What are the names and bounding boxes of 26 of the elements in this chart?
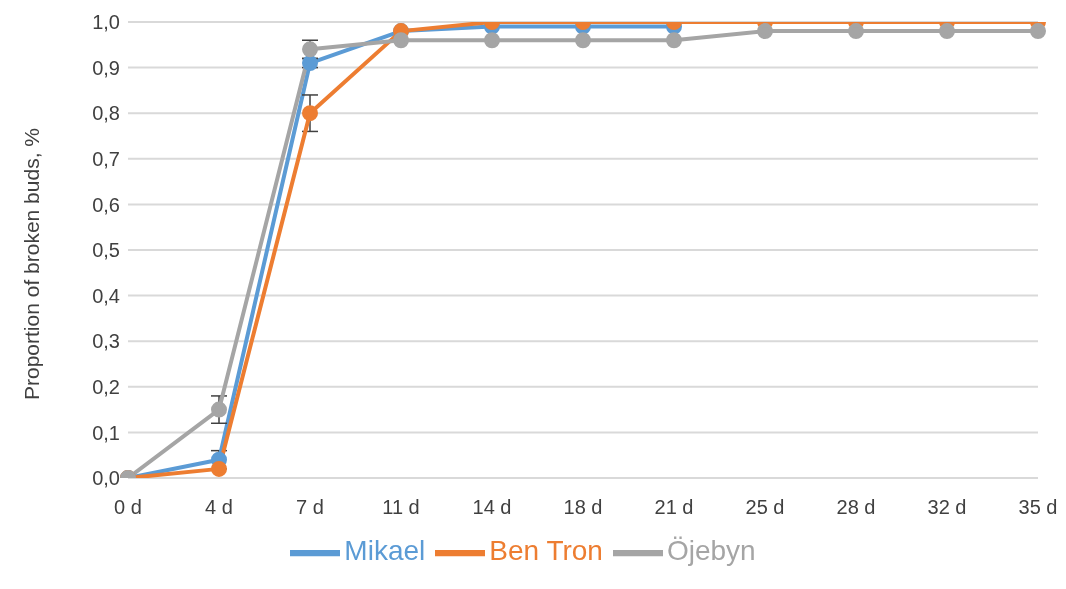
x-tick-label: 4 d — [205, 496, 233, 519]
x-tick-label: 25 d — [745, 496, 785, 519]
y-tick-label: 0,3 — [92, 330, 120, 353]
x-tick-label: 28 d — [836, 496, 876, 519]
x-tick-label: 35 d — [1018, 496, 1058, 519]
y-tick-label: 0,4 — [92, 284, 120, 307]
x-tick-label: 11 d — [382, 496, 420, 519]
legend-label: Mikael — [344, 535, 426, 567]
y-tick-label: 0,7 — [92, 147, 120, 170]
y-tick-label: 0,2 — [92, 375, 120, 398]
legend-label: Ben Tron — [489, 535, 603, 567]
x-tick-label: 7 d — [296, 496, 324, 519]
y-tick-label: 0,9 — [92, 56, 120, 79]
y-tick-label: 0,5 — [92, 239, 120, 262]
x-tick-label: 32 d — [927, 496, 967, 519]
y-tick-label: 0,1 — [92, 421, 120, 444]
x-tick-label: 18 d — [563, 496, 603, 519]
legend-label: Öjebyn — [666, 535, 756, 567]
y-tick-label: 0,8 — [92, 102, 120, 125]
x-tick-label: 0 d — [114, 496, 142, 519]
x-tick-label: 21 d — [654, 496, 694, 519]
y-tick-label: 0,0 — [92, 467, 120, 490]
y-tick-label: 1,0 — [92, 11, 120, 34]
y-axis-title: Proportion of broken buds, % — [20, 128, 44, 400]
x-tick-label: 14 d — [472, 496, 512, 519]
y-tick-label: 0,6 — [92, 193, 120, 216]
